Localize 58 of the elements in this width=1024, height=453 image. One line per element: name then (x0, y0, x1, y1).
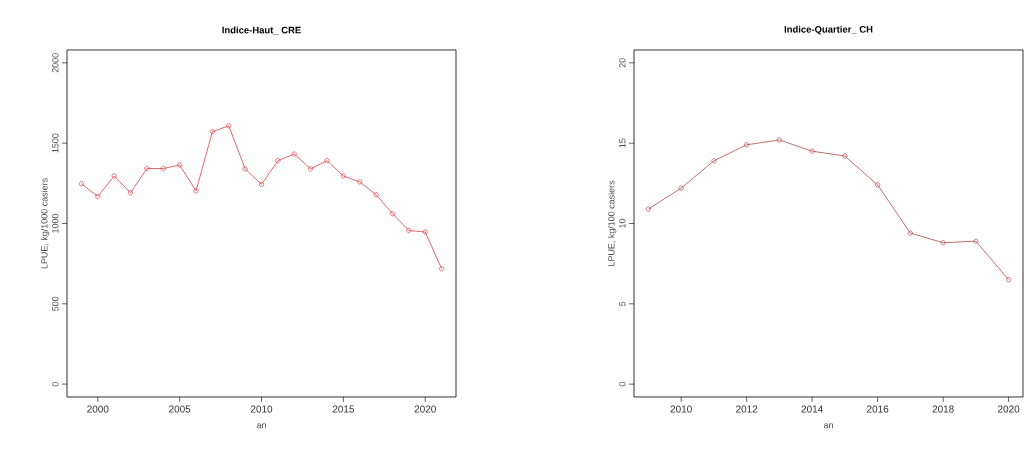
x-tick-label: 2000 (87, 405, 109, 413)
point (973, 238, 979, 244)
point (406, 228, 412, 234)
point (875, 182, 881, 188)
point (711, 158, 717, 164)
point (324, 158, 330, 164)
x-tick-label: 2012 (736, 405, 758, 413)
x-tick-label: 2018 (932, 405, 954, 413)
point (940, 240, 946, 246)
point (193, 188, 199, 194)
x-axis-title: an (256, 423, 266, 429)
y-tick-label: 20 (619, 58, 626, 68)
y-tick-label: 1000 (52, 213, 59, 233)
chart-title: Indice-Quartier_ CH (784, 25, 873, 35)
point (357, 179, 363, 185)
point (678, 185, 684, 191)
chart-title: Indice-Haut_ CRE (222, 26, 301, 35)
x-axis-title: an (823, 423, 833, 429)
point (226, 123, 232, 129)
point (776, 137, 782, 143)
point (95, 193, 101, 200)
x-tick-label: 2010 (670, 405, 692, 413)
x-tick-label: 2020 (414, 405, 436, 413)
x-tick-label: 2010 (250, 405, 273, 413)
point (242, 166, 248, 172)
point (744, 142, 750, 148)
point (422, 229, 428, 235)
y-tick-label: 5 (619, 301, 626, 306)
y-tick-label: 1500 (52, 133, 59, 153)
y-tick-label: 0 (619, 381, 626, 387)
y-tick-label: 15 (619, 138, 626, 148)
point (111, 173, 117, 179)
x-tick-label: 2016 (867, 405, 889, 413)
point (127, 190, 134, 196)
point (373, 192, 379, 198)
x-tick-label: 2014 (801, 405, 823, 413)
x-tick-label: 2015 (332, 405, 355, 413)
point (389, 211, 396, 217)
x-tick-label: 2020 (998, 405, 1020, 413)
point (809, 148, 815, 154)
point (275, 158, 281, 164)
point (209, 129, 215, 135)
point (258, 181, 265, 187)
y-tick-label: 10 (619, 218, 626, 228)
point (144, 165, 150, 172)
point (340, 173, 346, 179)
point (160, 165, 166, 172)
y-axis-title: LPUE, kg/1000 casiers (40, 178, 50, 269)
point (291, 151, 297, 157)
y-tick-label: 500 (52, 296, 59, 311)
point (842, 153, 848, 159)
y-tick-label: 0 (52, 381, 59, 387)
point (177, 162, 183, 168)
y-axis-title: LPUE, kg/100 casiers (607, 180, 617, 266)
x-tick-label: 2005 (169, 405, 191, 413)
point (907, 230, 913, 236)
y-tick-label: 2000 (52, 53, 59, 73)
point (308, 166, 314, 172)
